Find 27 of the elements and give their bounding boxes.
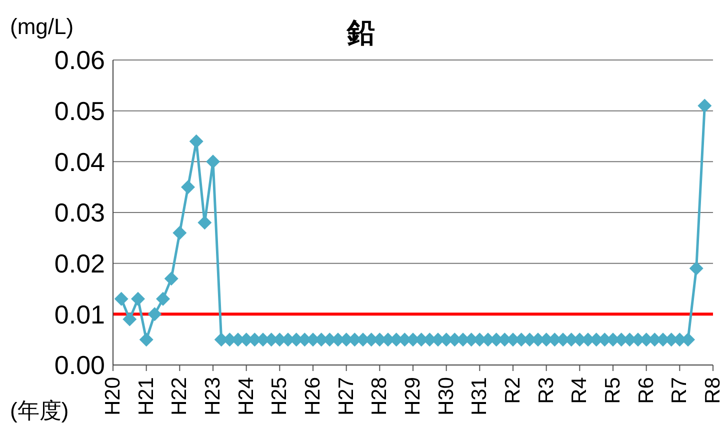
y-axis-title: (mg/L) (10, 14, 74, 40)
x-tick-label: H21 (134, 377, 158, 416)
x-tick-label: H26 (302, 377, 324, 416)
x-tick-label: H29 (402, 377, 424, 416)
x-tick-label: H30 (434, 377, 458, 416)
x-tick-label: H23 (202, 377, 224, 416)
x-tick-label: R6 (634, 377, 658, 404)
x-tick-label: H25 (268, 377, 292, 416)
y-tick-label: 0.03 (54, 198, 105, 228)
x-tick-label: H27 (334, 377, 358, 416)
chart-title: 鉛 (347, 17, 375, 48)
y-tick-label: 0.04 (54, 146, 105, 177)
y-tick-label: 0.02 (54, 248, 105, 279)
x-tick-label: H31 (468, 377, 492, 416)
x-tick-label: R3 (534, 377, 558, 404)
x-tick-label: R8 (702, 377, 722, 404)
y-tick-label: 0.05 (54, 96, 105, 126)
x-tick-label: H22 (168, 377, 192, 416)
x-tick-label: R5 (602, 377, 624, 404)
y-tick-label: 0.06 (54, 45, 105, 76)
y-tick-label: 0.01 (54, 299, 105, 330)
x-tick-label: H24 (234, 376, 258, 416)
x-tick-label: H28 (368, 377, 392, 416)
x-axis-title: (年度) (10, 397, 69, 425)
x-tick-label: R2 (502, 377, 524, 404)
x-tick-label: R7 (668, 377, 692, 404)
x-tick-label: R4 (568, 376, 592, 404)
